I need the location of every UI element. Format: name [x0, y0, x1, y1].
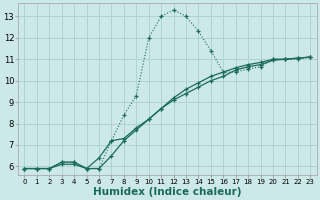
X-axis label: Humidex (Indice chaleur): Humidex (Indice chaleur) — [93, 187, 242, 197]
